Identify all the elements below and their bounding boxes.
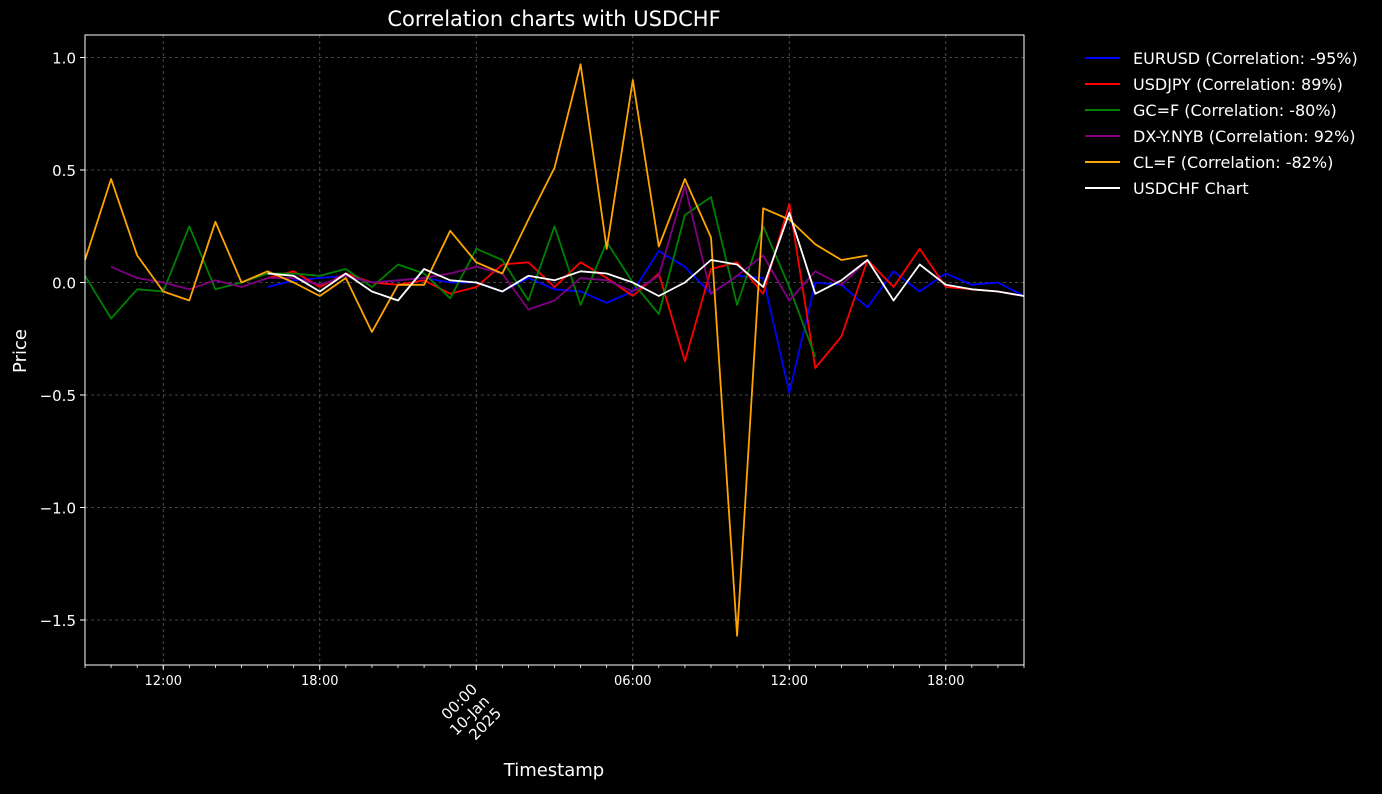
x-axis-label: Timestamp (503, 760, 604, 781)
y-tick-label: −1.5 (40, 612, 76, 630)
legend-entry: USDCHF Chart (1133, 179, 1249, 198)
legend-entry: EURUSD (Correlation: -95%) (1133, 49, 1358, 68)
series-line-1 (267, 202, 1025, 369)
axis-ticks: 1.00.50.0−0.5−1.0−1.512:00 18:00 00:0010-J… (40, 50, 1025, 744)
series-line-4 (84, 63, 868, 637)
x-tick-label: 06:00 (614, 674, 651, 689)
x-tick-label: 12:00 (771, 674, 808, 689)
y-tick-label: 0.5 (52, 162, 76, 180)
legend-entry: GC=F (Correlation: -80%) (1133, 101, 1337, 120)
series-layer (84, 63, 1025, 637)
x-tick-label: 12:00 (145, 674, 182, 689)
x-tick-label: 18:00 (301, 674, 338, 689)
y-tick-label: −0.5 (40, 387, 76, 405)
x-tick-label: 18:00 (927, 674, 964, 689)
legend-entry: CL=F (Correlation: -82%) (1133, 153, 1333, 172)
legend-entry: DX-Y.NYB (Correlation: 92%) (1133, 127, 1356, 146)
y-tick-label: 0.0 (52, 275, 76, 293)
y-tick-label: −1.0 (40, 500, 76, 518)
y-tick-label: 1.0 (52, 50, 76, 68)
y-axis-label: Price (10, 329, 31, 373)
series-line-3 (110, 184, 869, 311)
series-line-2 (84, 196, 817, 358)
chart-title: Correlation charts with USDCHF (387, 7, 720, 31)
series-line-5 (267, 211, 1025, 302)
legend-entry: USDJPY (Correlation: 89%) (1133, 75, 1343, 94)
legend: EURUSD (Correlation: -95%) USDJPY (Correl… (1085, 49, 1358, 198)
